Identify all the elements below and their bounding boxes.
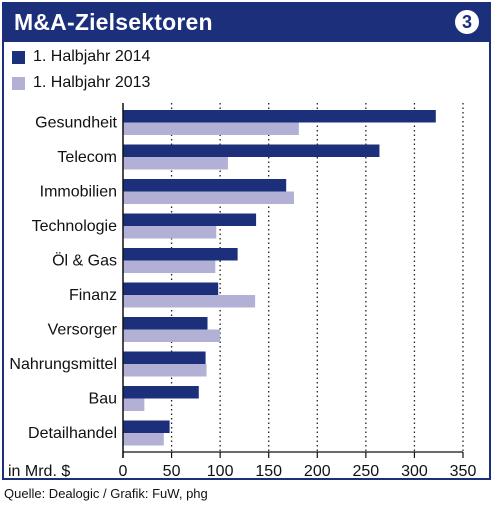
x-tick-label: 250: [353, 463, 380, 480]
legend-swatch-2013: [12, 76, 25, 90]
bar-2014: [123, 110, 436, 123]
bar-2014: [123, 420, 170, 433]
x-tick-label: 350: [450, 463, 477, 480]
x-tick-label: 300: [401, 463, 428, 480]
legend-swatch-2014: [12, 50, 25, 64]
bar-2014: [123, 144, 380, 157]
bar-2014: [123, 213, 257, 226]
x-tick-label: 150: [255, 463, 282, 480]
category-label: Immobilien: [40, 184, 117, 201]
legend-item-2013: 1. Halbjahr 2013: [12, 72, 150, 94]
title-bar: M&A-Zielsektoren 3: [4, 4, 489, 42]
bar-2013: [123, 364, 207, 377]
bar-2014: [123, 317, 208, 330]
category-label: Telecom: [57, 149, 117, 166]
category-label: Gesundheit: [35, 115, 117, 132]
bar-2013: [123, 295, 256, 308]
x-tick-label: 50: [163, 463, 181, 480]
x-tick-label: 0: [119, 463, 128, 480]
bar-2014: [123, 179, 287, 192]
bar-2013: [123, 398, 145, 411]
legend-label-2013: 1. Halbjahr 2013: [33, 74, 151, 91]
bar-2014: [123, 282, 219, 295]
category-label: Finanz: [69, 287, 117, 304]
category-label: Nahrungsmittel: [9, 356, 117, 373]
legend-label-2014: 1. Halbjahr 2014: [33, 48, 151, 65]
legend-item-2014: 1. Halbjahr 2014: [12, 46, 150, 68]
bar-2013: [123, 157, 228, 170]
x-tick-label: 200: [304, 463, 331, 480]
bar-2013: [123, 191, 294, 204]
bar-2013: [123, 226, 217, 239]
bar-2014: [123, 351, 206, 364]
chart-frame: M&A-Zielsektoren 3 1. Halbjahr 2014 1. H…: [2, 2, 491, 480]
bar-2013: [123, 260, 216, 273]
bar-2013: [123, 122, 299, 135]
chart-title: M&A-Zielsektoren: [14, 9, 213, 35]
chart-number-badge: 3: [455, 10, 479, 34]
bar-2013: [123, 329, 221, 342]
bar-2014: [123, 248, 238, 261]
bar-chart: Gesundheit Telecom Immobilien Technologie Öl…: [8, 103, 477, 480]
category-label: Technologie: [32, 218, 118, 235]
category-label: Versorger: [48, 322, 118, 339]
x-tick-label: 100: [207, 463, 234, 480]
bar-2014: [123, 386, 199, 399]
source-note: Quelle: Dealogic / Grafik: FuW, phg: [4, 486, 208, 501]
category-label: Bau: [89, 391, 117, 408]
x-axis-label: in Mrd. $: [8, 463, 70, 480]
category-label: Detailhandel: [28, 425, 117, 442]
bar-2013: [123, 433, 164, 446]
category-label: Öl & Gas: [52, 252, 117, 270]
